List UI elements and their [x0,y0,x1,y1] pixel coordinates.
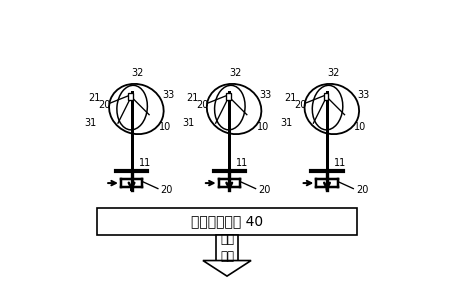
Text: 31: 31 [84,118,97,128]
Text: 21: 21 [284,93,296,103]
Text: 33: 33 [357,90,370,100]
Bar [216,235,238,261]
Text: 11: 11 [138,158,151,168]
Text: 20: 20 [196,100,208,110]
Text: 32: 32 [327,68,340,78]
Bar [97,208,357,235]
Text: 10: 10 [257,122,269,132]
Text: 20: 20 [99,100,111,110]
Text: 32: 32 [132,68,144,78]
Text: 21: 21 [89,93,101,103]
Text: 33: 33 [260,90,272,100]
Text: 10: 10 [159,122,171,132]
Text: 21: 21 [186,93,199,103]
Text: 31: 31 [280,118,292,128]
Text: 热能集中机构 40: 热能集中机构 40 [191,214,263,229]
Text: 32: 32 [229,68,242,78]
Text: 热能
输出: 热能 输出 [220,233,234,263]
Text: 33: 33 [162,90,174,100]
Bar [226,93,231,100]
Text: 20: 20 [258,185,271,195]
Text: 11: 11 [334,158,346,168]
Text: 10: 10 [355,122,367,132]
Text: 31: 31 [182,118,194,128]
Text: 20: 20 [161,185,173,195]
Polygon shape [203,261,251,276]
Text: 20: 20 [356,185,369,195]
Bar [324,93,328,100]
Text: 11: 11 [237,158,249,168]
Bar [128,93,133,100]
Text: 20: 20 [294,100,306,110]
